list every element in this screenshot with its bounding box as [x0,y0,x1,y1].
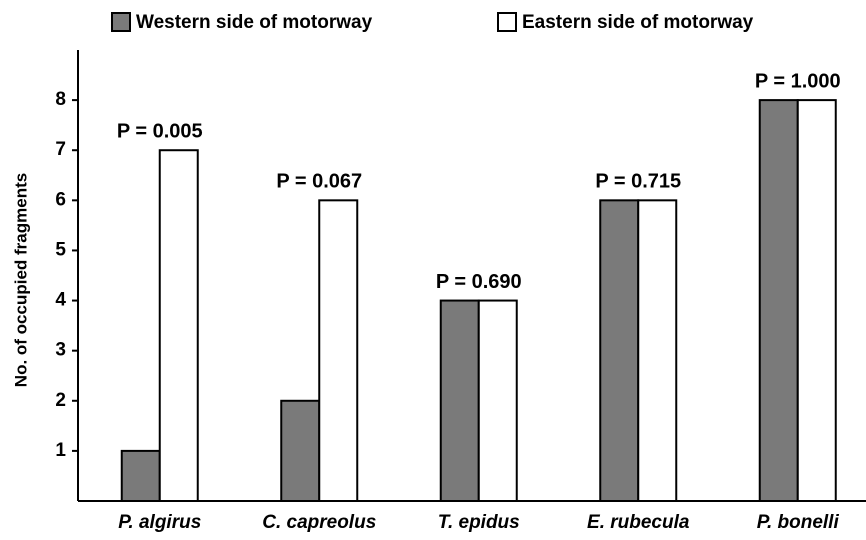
y-axis-label: No. of occupied fragments [11,173,30,387]
legend-label: Eastern side of motorway [522,12,754,33]
y-tick-label: 5 [55,239,66,260]
bar [439,299,480,502]
y-tick-label: 3 [55,340,66,361]
legend-label: Western side of motorway [136,12,373,33]
x-tick-label: P. algirus [118,512,201,533]
bar [280,399,321,502]
bar [599,199,640,502]
bar [318,199,359,502]
y-tick-label: 1 [55,440,66,461]
y-tick-label: 8 [55,89,66,110]
bar [120,449,161,502]
x-tick-label: P. bonelli [757,512,840,533]
y-tick-label: 7 [55,139,66,160]
annotation: P = 1.000 [755,70,841,92]
annotation: P = 0.005 [117,121,203,143]
y-tick-label: 6 [55,189,66,210]
y-tick-label: 4 [55,290,66,311]
annotation: P = 0.067 [276,171,362,193]
x-tick-label: C. capreolus [262,512,376,533]
legend-swatch [497,12,517,32]
annotation: P = 0.690 [436,271,522,293]
legend-swatch [111,12,131,32]
bar [158,149,199,502]
x-tick-label: T. epidus [438,512,520,533]
x-tick-label: E. rubecula [587,512,690,533]
annotation: P = 0.715 [595,171,681,193]
y-tick-label: 2 [55,390,66,411]
bar [796,99,837,502]
bar [477,299,518,502]
bar [637,199,678,502]
bar [758,99,799,502]
